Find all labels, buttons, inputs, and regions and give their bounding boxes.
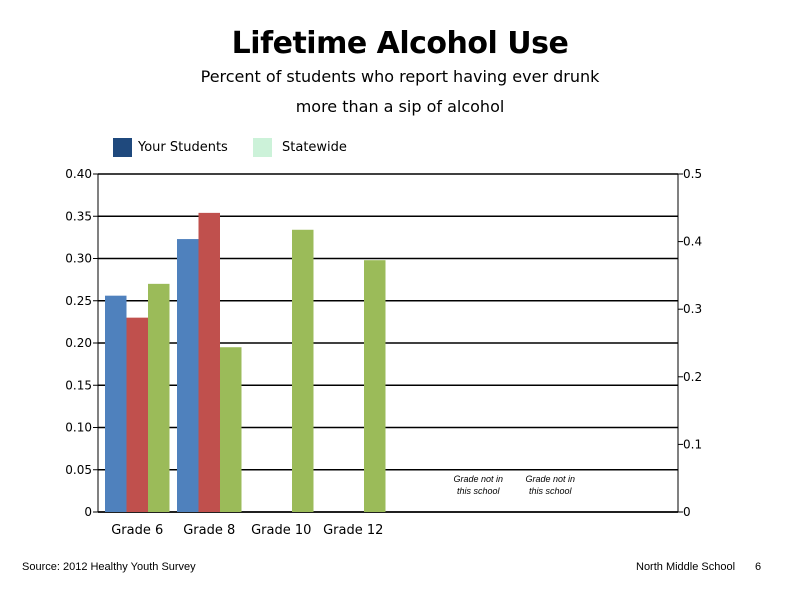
- legend-swatch-statewide: [253, 137, 272, 157]
- x-tick-label: Grade 6: [111, 523, 163, 538]
- school-name: North Middle School: [636, 561, 736, 573]
- right-tick-label: 0.3: [683, 302, 702, 316]
- left-tick-label: 0.35: [65, 209, 92, 223]
- grade-note-line2: this school: [529, 486, 573, 496]
- bar: [148, 283, 170, 512]
- bar: [198, 212, 220, 512]
- right-tick-label: 0.2: [683, 370, 702, 384]
- page-number: 6: [755, 561, 762, 573]
- right-tick-label: 0.5: [683, 167, 702, 181]
- x-tick-label: Grade 8: [183, 523, 235, 538]
- bar: [220, 347, 242, 512]
- right-tick-label: 0.1: [683, 437, 702, 451]
- left-tick-label: 0.30: [65, 252, 92, 266]
- grade-note-line2: this school: [457, 486, 501, 496]
- bar: [177, 239, 199, 512]
- right-tick-label: 0.4: [683, 235, 702, 249]
- chart-subtitle-line1: Percent of students who report having ev…: [200, 67, 600, 86]
- source-note: Source: 2012 Healthy Youth Survey: [22, 561, 196, 573]
- bar: [105, 295, 127, 512]
- x-tick-label: Grade 10: [251, 523, 311, 538]
- legend-item-statewide: Statewide: [253, 137, 347, 157]
- left-tick-label: 0.40: [65, 167, 92, 181]
- grade-note-line1: Grade not in: [525, 474, 575, 484]
- left-tick-label: 0.10: [65, 421, 92, 435]
- right-tick-label: 0: [683, 505, 691, 519]
- x-tick-label: Grade 12: [323, 523, 383, 538]
- left-tick-label: 0: [84, 505, 92, 519]
- left-tick-label: 0.05: [65, 463, 92, 477]
- bar: [364, 260, 386, 512]
- left-tick-label: 0.20: [65, 336, 92, 350]
- grade-note-line1: Grade not in: [453, 474, 503, 484]
- chart-subtitle-line2: more than a sip of alcohol: [295, 97, 505, 116]
- legend-swatch-your-students: [113, 137, 132, 157]
- left-tick-label: 0.15: [65, 378, 92, 392]
- left-tick-label: 0.25: [65, 294, 92, 308]
- chart-title: Lifetime Alcohol Use: [231, 26, 569, 61]
- legend-label-statewide: Statewide: [282, 139, 347, 155]
- legend-item-your-students: Your Students: [113, 137, 228, 157]
- bar: [292, 229, 314, 512]
- bar: [126, 317, 148, 512]
- legend-label-your-students: Your Students: [138, 139, 228, 155]
